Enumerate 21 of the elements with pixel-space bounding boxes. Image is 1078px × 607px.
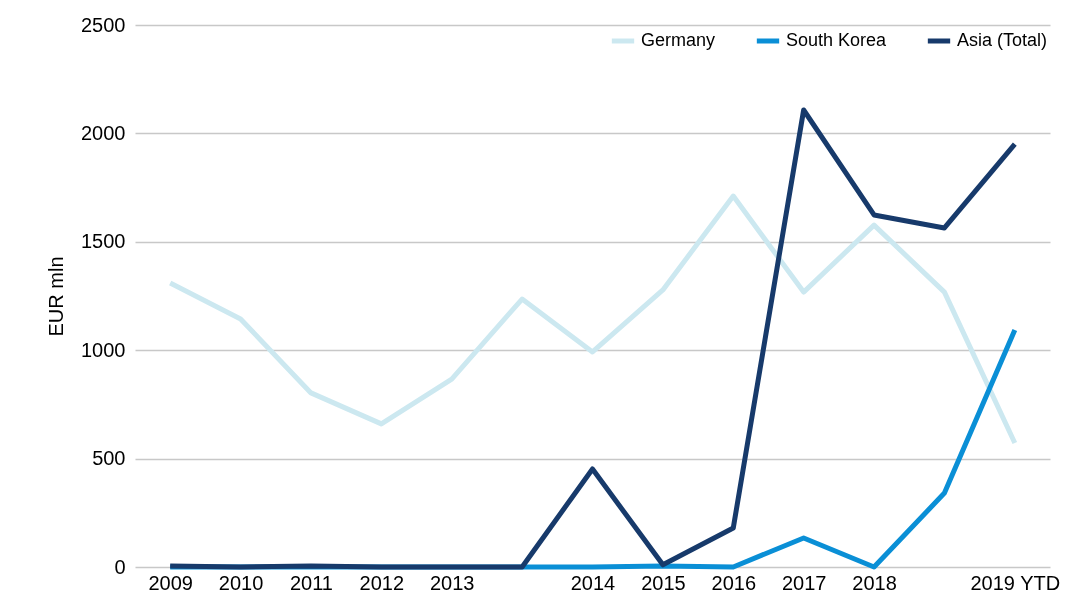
x-tick-label: 2014: [570, 571, 616, 594]
x-tick-label: 2009: [148, 571, 193, 594]
x-tick-label: 2012: [359, 571, 405, 594]
x-tick-label: 2013: [429, 571, 475, 594]
x-tick-label: 2015: [641, 571, 686, 594]
legend-label: Germany: [641, 30, 716, 50]
x-tick-label: 2010: [218, 571, 264, 594]
legend-label: Asia (Total): [957, 30, 1048, 50]
y-tick-label: 0: [114, 555, 126, 578]
x-tick-label: 2019 YTD: [970, 571, 1061, 594]
y-tick-label: 500: [92, 447, 126, 470]
y-axis-title: EUR mln: [45, 256, 68, 337]
x-tick-label: 2011: [289, 571, 333, 594]
x-tick-label: 2016: [711, 571, 757, 594]
y-tick-label: 2000: [81, 121, 126, 144]
y-tick-label: 2500: [81, 13, 126, 36]
y-tick-label: 1000: [81, 338, 126, 361]
x-tick-label: 2018: [852, 571, 897, 594]
y-tick-label: 1500: [81, 230, 126, 253]
x-tick-label: 2017: [781, 571, 827, 594]
legend-label: South Korea: [786, 30, 888, 50]
